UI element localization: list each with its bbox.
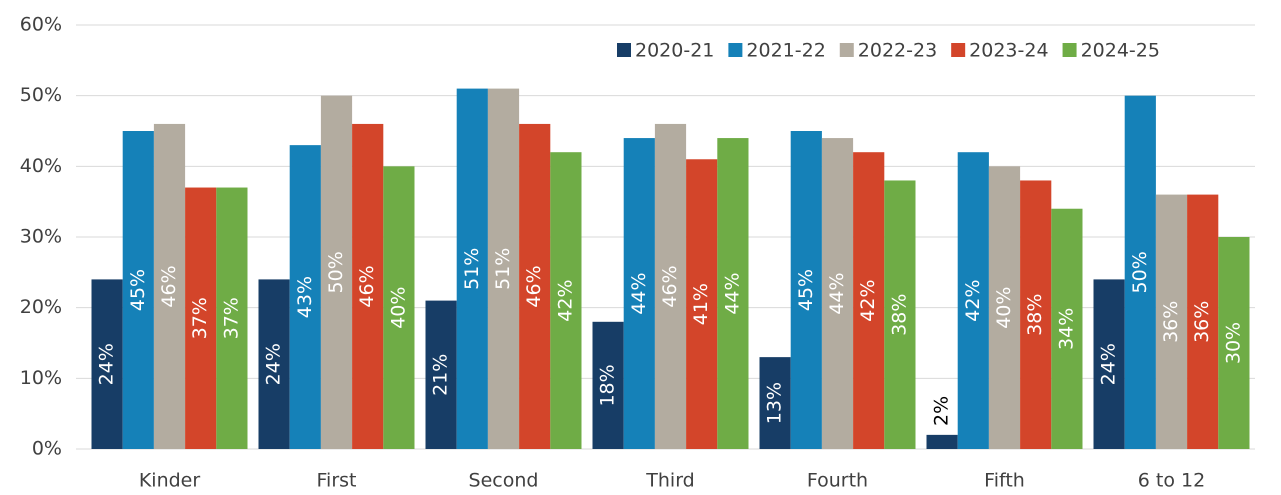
bar: [623, 138, 655, 450]
legend-label: 2021-22: [746, 40, 825, 62]
y-tick-label: 30%: [20, 226, 62, 248]
value-label: 40%: [993, 287, 1015, 329]
y-tick-label: 20%: [20, 296, 62, 318]
value-label: 13%: [764, 382, 786, 424]
x-tick-label: First: [317, 470, 357, 492]
x-tick-label: Fifth: [984, 470, 1025, 492]
value-label: 45%: [795, 269, 817, 311]
bar: [456, 88, 488, 449]
bar: [717, 138, 749, 450]
value-label: 2%: [931, 396, 953, 426]
legend-swatch: [839, 43, 854, 57]
bar: [487, 88, 520, 449]
value-label: 50%: [1129, 251, 1151, 293]
bar: [1124, 95, 1156, 450]
bar: [1020, 180, 1052, 449]
value-label: 30%: [1222, 322, 1244, 364]
value-label: 43%: [294, 276, 316, 318]
bar: [216, 187, 248, 450]
x-tick-label: Second: [469, 470, 539, 492]
value-label: 46%: [659, 265, 681, 307]
value-label: 50%: [325, 251, 347, 293]
bar: [654, 123, 687, 449]
value-label: 44%: [628, 272, 650, 314]
value-label: 51%: [461, 248, 483, 290]
bar: [550, 152, 582, 449]
y-tick-label: 50%: [20, 84, 62, 106]
x-tick-label: Fourth: [807, 470, 868, 492]
bar: [289, 145, 321, 449]
value-label: 37%: [220, 297, 242, 339]
bar: [352, 123, 384, 449]
value-label: 24%: [1098, 343, 1120, 385]
value-label: 36%: [1191, 301, 1213, 343]
value-label: 45%: [127, 269, 149, 311]
bar: [1187, 194, 1219, 449]
legend-label: 2024-25: [1081, 40, 1160, 62]
value-label: 21%: [430, 354, 452, 396]
y-tick-label: 40%: [20, 155, 62, 177]
value-label: 41%: [690, 283, 712, 325]
y-tick-label: 60%: [20, 14, 62, 36]
value-label: 42%: [857, 279, 879, 321]
bar: [1155, 194, 1188, 449]
value-label: 36%: [1160, 301, 1182, 343]
bar: [425, 300, 457, 449]
legend-label: 2022-23: [858, 40, 937, 62]
bar: [988, 166, 1021, 450]
bar: [383, 166, 415, 450]
bar: [320, 95, 353, 450]
bar: [592, 321, 624, 449]
legend-label: 2023-24: [969, 40, 1048, 62]
value-label: 42%: [962, 279, 984, 321]
value-label: 34%: [1055, 308, 1077, 350]
legend-swatch: [1062, 43, 1077, 57]
x-tick-label: 6 to 12: [1138, 470, 1205, 492]
bar: [821, 138, 854, 450]
value-label: 38%: [1024, 294, 1046, 336]
value-label: 40%: [387, 287, 409, 329]
value-label: 46%: [158, 265, 180, 307]
bar: [258, 279, 290, 449]
bar: [884, 180, 916, 449]
bar: [519, 123, 551, 449]
x-tick-label: Kinder: [139, 470, 201, 492]
value-label: 37%: [189, 297, 211, 339]
bar: [853, 152, 885, 449]
value-label: 46%: [356, 265, 378, 307]
bar: [686, 159, 718, 449]
legend-label: 2020-21: [635, 40, 714, 62]
bar: [957, 152, 989, 449]
legend-swatch: [951, 43, 966, 57]
bar: [926, 434, 958, 449]
x-tick-label: Third: [645, 470, 694, 492]
value-label: 51%: [492, 248, 514, 290]
bar: [185, 187, 217, 450]
bar: [1051, 208, 1083, 449]
value-label: 42%: [554, 279, 576, 321]
legend-swatch: [617, 43, 631, 57]
value-label: 24%: [263, 343, 285, 385]
value-label: 44%: [826, 272, 848, 314]
bar: [790, 131, 822, 449]
value-label: 24%: [96, 343, 118, 385]
bar: [122, 131, 154, 449]
bar: [153, 123, 186, 449]
value-label: 18%: [597, 364, 619, 406]
y-tick-label: 10%: [20, 367, 62, 389]
bar: [759, 357, 791, 449]
value-label: 38%: [888, 294, 910, 336]
legend-swatch: [728, 43, 743, 57]
bar: [91, 279, 123, 449]
y-tick-label: 0%: [32, 438, 62, 460]
value-label: 46%: [523, 265, 545, 307]
bar: [1093, 279, 1125, 449]
value-label: 44%: [721, 272, 743, 314]
bar: [1218, 237, 1250, 449]
